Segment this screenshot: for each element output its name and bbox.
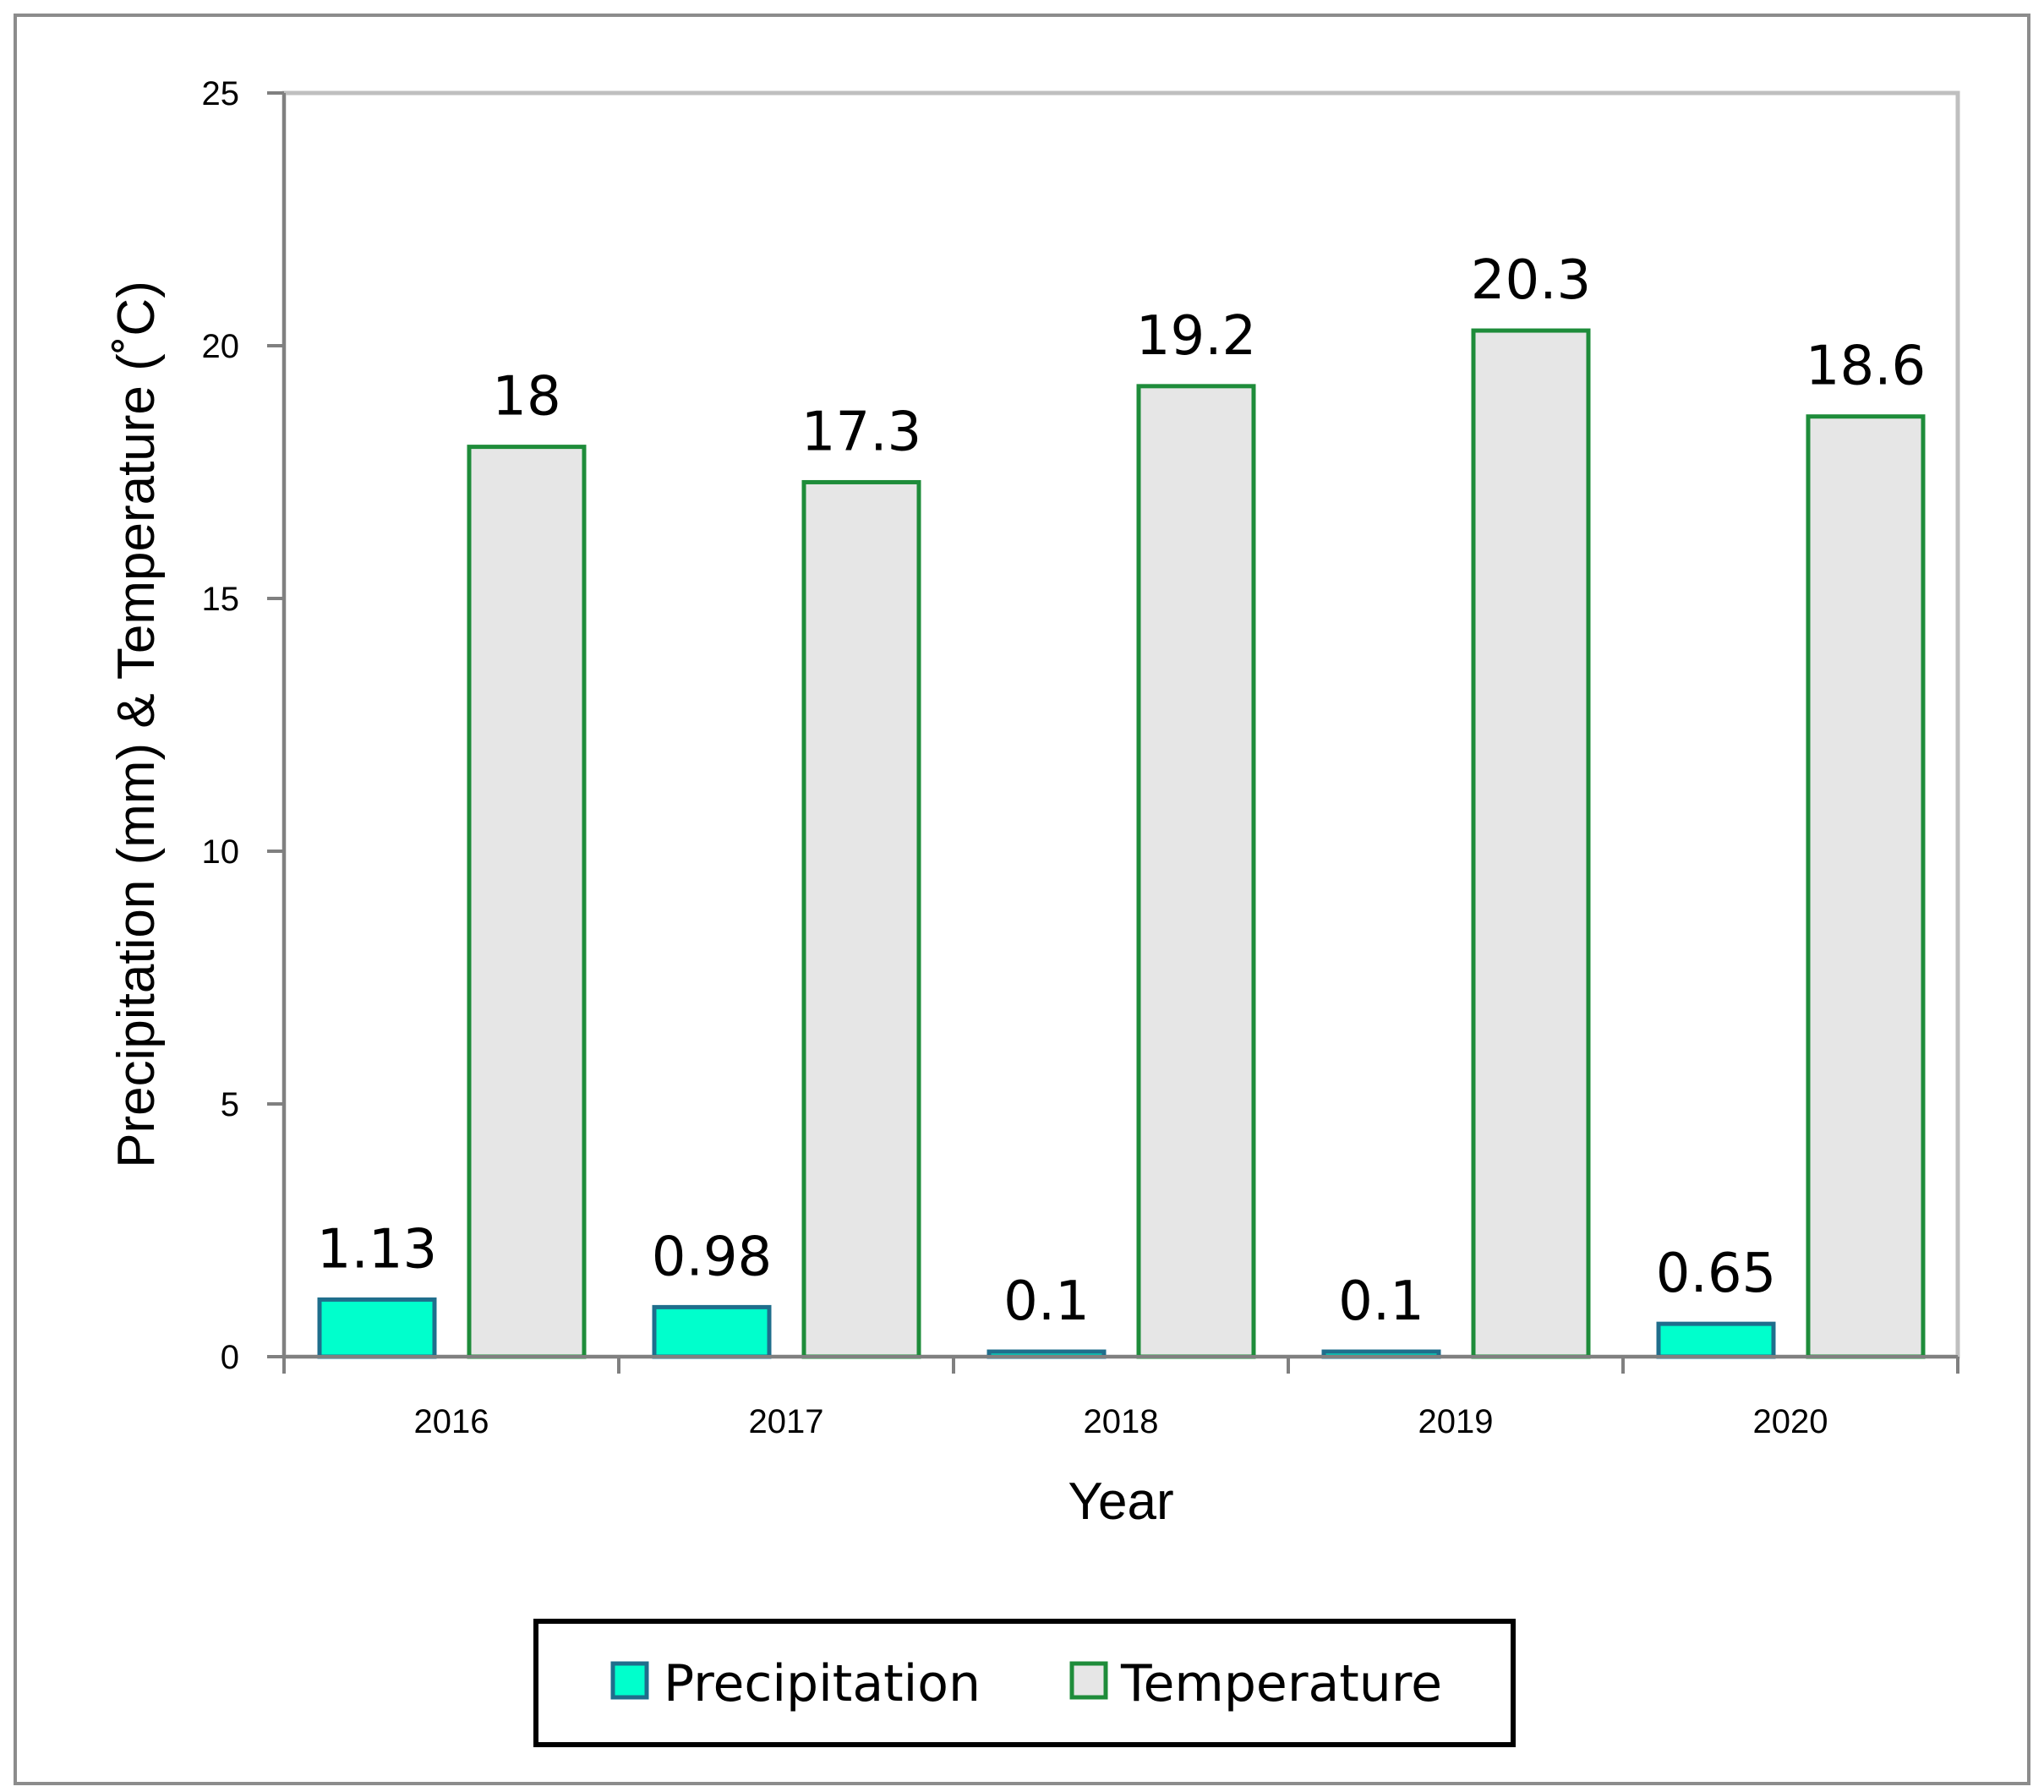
- bar-temperature-2016: [467, 445, 587, 1359]
- chart-outer-border: [14, 14, 2030, 1785]
- bar-temperature-2017: [801, 479, 921, 1359]
- data-label-temperature-2020: 18.6: [1806, 336, 1926, 398]
- legend-swatch-temperature: [1069, 1661, 1108, 1700]
- x-tick-label-2018: 2018: [1084, 1403, 1159, 1440]
- bar-temperature-2020: [1806, 414, 1926, 1359]
- x-axis-title: Year: [1068, 1472, 1173, 1531]
- y-tick-label-20: 20: [202, 328, 240, 365]
- data-label-temperature-2017: 17.3: [801, 401, 922, 463]
- x-tick-label-2016: 2016: [414, 1403, 489, 1440]
- y-tick-label-15: 15: [202, 581, 240, 618]
- data-label-temperature-2018: 19.2: [1136, 305, 1257, 368]
- x-tick-label-2020: 2020: [1753, 1403, 1828, 1440]
- y-axis-title: Precipitation (mm) & Temperature (˚C): [107, 281, 166, 1168]
- x-tick-label-2019: 2019: [1418, 1403, 1494, 1440]
- bar-precipitation-2017: [652, 1304, 772, 1359]
- legend: Precipitation Temperature: [533, 1619, 1516, 1747]
- bar-precipitation-2016: [317, 1297, 437, 1359]
- data-label-precipitation-2020: 0.65: [1656, 1243, 1777, 1305]
- data-label-precipitation-2016: 1.13: [317, 1218, 438, 1281]
- legend-box: [533, 1619, 1516, 1747]
- y-tick-label-25: 25: [202, 75, 240, 112]
- bar-precipitation-2020: [1656, 1321, 1776, 1359]
- y-tick-label-5: 5: [221, 1086, 239, 1123]
- data-label-precipitation-2017: 0.98: [652, 1226, 773, 1288]
- y-tick-label-0: 0: [221, 1339, 239, 1376]
- legend-label-precipitation: Precipitation: [664, 1654, 981, 1713]
- x-tick-label-2017: 2017: [749, 1403, 824, 1440]
- data-label-precipitation-2018: 0.1: [1003, 1270, 1090, 1333]
- y-tick-label-10: 10: [202, 833, 240, 871]
- bar-temperature-2019: [1471, 328, 1591, 1359]
- legend-swatch-precipitation: [610, 1661, 649, 1700]
- data-label-temperature-2016: 18: [492, 366, 560, 429]
- data-label-precipitation-2019: 0.1: [1338, 1270, 1424, 1333]
- data-label-temperature-2019: 20.3: [1471, 249, 1592, 312]
- legend-label-temperature: Temperature: [1120, 1654, 1442, 1713]
- bar-temperature-2018: [1136, 384, 1256, 1359]
